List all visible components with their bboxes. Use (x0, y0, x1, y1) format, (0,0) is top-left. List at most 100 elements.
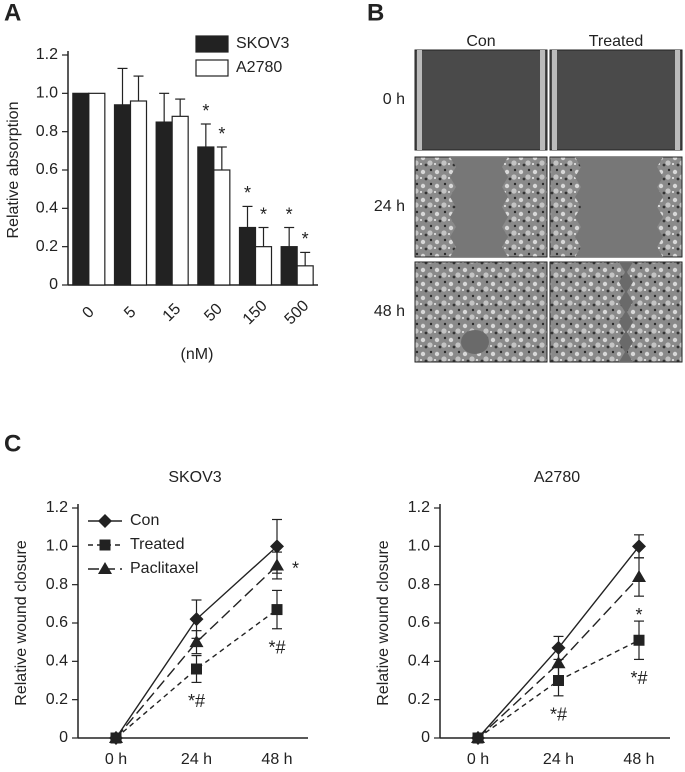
y-axis-label: Relative wound closure (13, 540, 30, 706)
marker (633, 634, 645, 646)
bar (238, 226, 257, 286)
y-tick-label: 0.8 (36, 123, 58, 140)
legend-marker (98, 514, 112, 528)
significance-label: * (202, 101, 209, 121)
marker (551, 656, 566, 669)
row-label: 24 h (374, 198, 405, 215)
x-tick-label: 48 h (261, 751, 292, 768)
bar (72, 92, 90, 286)
series-line (115, 609, 278, 739)
y-tick-label: 0.6 (46, 614, 68, 631)
legend-label: Treated (130, 536, 185, 553)
x-tick-label: 0 (79, 304, 97, 322)
bar (171, 115, 189, 286)
series-line (115, 564, 278, 739)
bar (280, 246, 298, 286)
y-tick-label: 0.6 (36, 161, 58, 178)
chart-title: A2780 (534, 469, 580, 486)
legend-label: Paclitaxel (130, 560, 198, 577)
x-tick-label: 0 h (105, 751, 127, 768)
x-tick-label: 15 (160, 300, 185, 325)
bar (113, 104, 132, 286)
wound-edge (552, 50, 557, 150)
x-tick-label: 24 h (181, 751, 212, 768)
y-tick-label: 1.2 (408, 499, 430, 516)
significance-label: * (218, 124, 225, 144)
wound-edge (540, 50, 545, 150)
panel-label: A (4, 0, 21, 26)
wound-edge (417, 50, 422, 150)
marker (553, 675, 564, 686)
y-tick-label: 0 (59, 729, 68, 746)
marker (632, 570, 646, 582)
x-tick-label: 500 (282, 297, 313, 328)
y-tick-label: 0.4 (36, 200, 58, 217)
x-tick-label: 50 (201, 300, 226, 325)
x-tick-label: 48 h (623, 751, 654, 768)
marker (270, 539, 284, 554)
bar (129, 100, 148, 286)
x-tick-label: 24 h (543, 751, 574, 768)
wound-gap (461, 330, 489, 354)
significance-label: *# (268, 638, 285, 658)
marker (632, 539, 646, 554)
wound-gap (619, 262, 633, 362)
y-tick-label: 0.8 (46, 576, 68, 593)
y-tick-label: 1.2 (36, 46, 58, 63)
x-tick-label: 5 (121, 304, 139, 322)
marker (189, 635, 204, 648)
y-tick-label: 0.2 (36, 238, 58, 255)
legend-swatch (195, 59, 229, 77)
bar (254, 246, 273, 286)
column-label: Treated (589, 33, 644, 50)
bar (213, 169, 231, 286)
y-tick-label: 0.2 (408, 691, 430, 708)
y-tick-label: 0 (421, 729, 430, 746)
legend-label: A2780 (236, 59, 282, 76)
x-tick-label: 150 (240, 297, 271, 328)
y-axis-label: Relative wound closure (375, 540, 392, 706)
y-tick-label: 1.0 (46, 538, 68, 555)
marker (271, 604, 283, 616)
significance-label: * (286, 204, 293, 224)
row-label: 0 h (383, 91, 405, 108)
y-axis-label: Relative absorption (5, 102, 22, 239)
legend-label: Con (130, 512, 159, 529)
micrograph (549, 261, 683, 363)
bar (155, 121, 173, 286)
significance-label: * (635, 605, 642, 625)
significance-label: * (244, 183, 251, 203)
y-tick-label: 0.8 (408, 576, 430, 593)
micrograph (414, 49, 548, 151)
row-label: 48 h (374, 303, 405, 320)
x-axis-label: (nM) (181, 346, 214, 363)
column-label: Con (466, 33, 495, 50)
micrograph (549, 49, 683, 151)
marker (189, 612, 204, 627)
series-line (477, 576, 640, 739)
y-tick-label: 1.0 (408, 538, 430, 555)
significance-label: * (292, 558, 299, 578)
y-tick-label: 1.2 (46, 499, 68, 516)
legend-marker (99, 539, 111, 551)
marker (109, 731, 123, 743)
x-tick-label: 0 h (467, 751, 489, 768)
wound-gap (450, 157, 508, 257)
panel-label: B (367, 0, 384, 26)
bar (88, 92, 106, 286)
y-tick-label: 0.6 (408, 614, 430, 631)
y-tick-label: 0 (49, 276, 58, 293)
significance-label: * (302, 229, 309, 249)
y-tick-label: 0.2 (46, 691, 68, 708)
legend-label: SKOV3 (236, 35, 289, 52)
panel-label: C (4, 430, 21, 457)
y-tick-label: 0.4 (408, 653, 430, 670)
legend-marker (98, 562, 112, 574)
significance-label: *# (630, 668, 647, 688)
significance-label: * (260, 204, 267, 224)
wound-edge (675, 50, 680, 150)
marker (471, 731, 485, 743)
significance-label: *# (550, 705, 567, 725)
